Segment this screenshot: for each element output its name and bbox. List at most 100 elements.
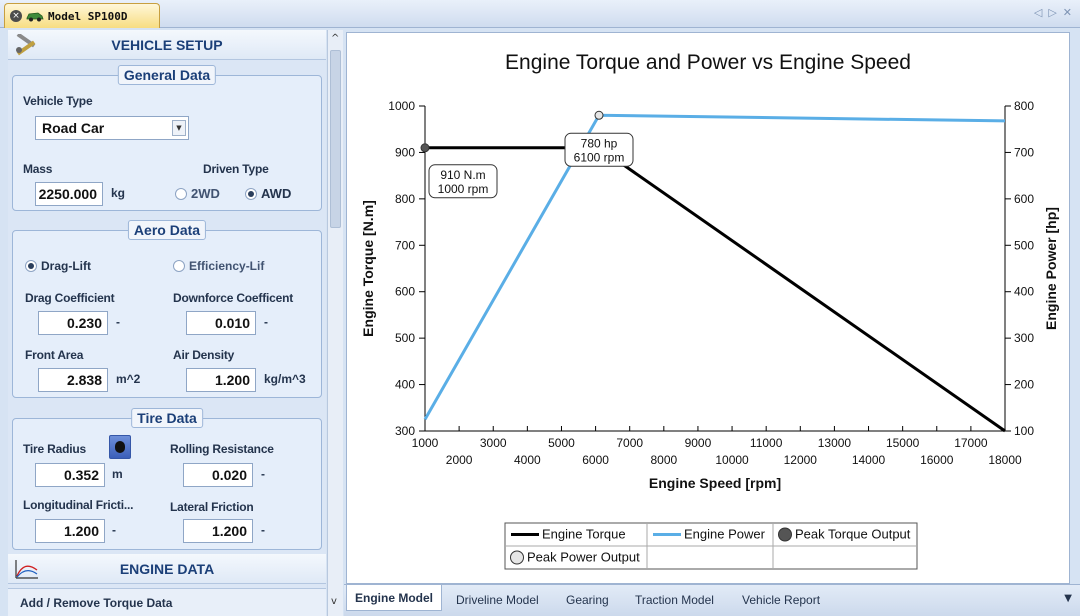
vehicle-setup-panel: VEHICLE SETUP General Data Vehicle Type … (8, 30, 326, 616)
aero-data-title: Aero Data (127, 220, 207, 240)
car-icon (26, 12, 44, 22)
y-tick-label: 900 (395, 145, 415, 159)
x-tick-label: 6000 (582, 453, 609, 467)
tire-radius-field[interactable]: 0.352 (35, 463, 105, 487)
x-tick-label: 10000 (715, 453, 749, 467)
bottom-tab-strip: Engine Model Driveline Model Gearing Tra… (344, 584, 1080, 616)
left-panel-scrollbar[interactable]: ^ v (327, 30, 343, 616)
next-tab-icon[interactable]: ▷ (1048, 6, 1057, 19)
tire-data-group: Tire Data Tire Radius Rolling Resistance… (12, 408, 322, 550)
air-density-label: Air Density (173, 348, 235, 362)
x-tick-label: 4000 (514, 453, 541, 467)
y-tick-label: 1000 (388, 99, 415, 113)
x-tick-label: 1000 (412, 436, 439, 450)
vehicle-type-value: Road Car (42, 120, 105, 136)
x-tick-label: 18000 (988, 453, 1022, 467)
radio-2wd[interactable]: 2WD (175, 186, 220, 201)
aero-data-group: Aero Data Drag-Lift Efficiency-Lif Drag … (12, 220, 322, 398)
radio-2wd-dot[interactable] (175, 187, 187, 200)
document-tab[interactable]: × Model SP100D (4, 3, 160, 28)
close-tab-icon[interactable]: × (10, 10, 22, 22)
scroll-thumb[interactable] (330, 50, 341, 228)
tab-driveline-model[interactable]: Driveline Model (456, 593, 539, 607)
y-tick-label: 600 (395, 285, 415, 299)
scroll-down-icon[interactable]: v (331, 596, 337, 607)
vehicle-setup-title: VEHICLE SETUP (111, 37, 223, 53)
engine-data-header[interactable]: ENGINE DATA (8, 554, 326, 584)
legend-swatch (778, 527, 792, 542)
tab-gearing[interactable]: Gearing (566, 593, 609, 607)
x-tick-label: 14000 (852, 453, 886, 467)
tire-icon-button[interactable] (109, 435, 131, 459)
radio-2wd-label: 2WD (191, 186, 220, 201)
y2-tick-label: 300 (1014, 331, 1034, 345)
drag-coefficient-unit: - (116, 315, 120, 329)
series-engine-torque (425, 146, 1006, 433)
drag-coefficient-field[interactable]: 0.230 (38, 311, 108, 335)
radio-awd-dot[interactable] (245, 187, 257, 200)
tab-vehicle-report[interactable]: Vehicle Report (742, 593, 821, 607)
x-tick-label: 9000 (685, 436, 712, 450)
radio-efficiency-dot[interactable] (173, 260, 185, 272)
vehicle-setup-header[interactable]: VEHICLE SETUP (8, 30, 326, 60)
mass-label: Mass (23, 162, 53, 176)
lateral-friction-field[interactable]: 1.200 (183, 519, 253, 543)
vehicle-type-label: Vehicle Type (23, 94, 93, 108)
engine-data-title: ENGINE DATA (119, 561, 215, 577)
longitudinal-friction-field[interactable]: 1.200 (35, 519, 105, 543)
front-area-label: Front Area (25, 348, 84, 362)
x-tick-label: 15000 (886, 436, 920, 450)
x-tick-label: 12000 (784, 453, 818, 467)
y2-axis-label: Engine Power [hp] (1043, 207, 1059, 330)
marker-callout-text: 1000 rpm (438, 182, 489, 196)
downforce-coefficient-field[interactable]: 0.010 (186, 311, 256, 335)
series-engine-power (423, 113, 1006, 421)
front-area-field[interactable]: 2.838 (38, 368, 108, 392)
drag-coefficient-label: Drag Coefficient (25, 291, 115, 305)
mass-field[interactable]: 2250.000 (35, 182, 103, 206)
radio-drag-lift-dot[interactable] (25, 260, 37, 272)
lateral-friction-label: Lateral Friction (170, 500, 254, 514)
tab-engine-model[interactable]: Engine Model (346, 585, 442, 611)
scroll-up-icon[interactable]: ^ (331, 33, 340, 44)
tab-menu-icon[interactable]: ▼ (1064, 593, 1072, 604)
legend-label: Peak Power Output (527, 550, 640, 565)
radio-drag-lift[interactable]: Drag-Lift (25, 259, 91, 273)
chevron-down-icon[interactable]: ▼ (172, 120, 186, 136)
air-density-field[interactable]: 1.200 (186, 368, 256, 392)
prev-tab-icon[interactable]: ◁ (1033, 6, 1043, 19)
marker-peak-torque-output (420, 143, 430, 153)
tire-data-title: Tire Data (131, 408, 203, 428)
y-tick-label: 800 (395, 192, 415, 206)
marker-callout-box (428, 164, 498, 199)
document-tab-bar: × Model SP100D ◁ ▷ ✕ (0, 0, 1080, 28)
radio-awd[interactable]: AWD (245, 186, 291, 201)
downforce-coefficient-label: Downforce Coefficent (173, 291, 294, 305)
legend-label: Engine Torque (542, 527, 626, 542)
y-tick-label: 400 (395, 378, 415, 392)
tab-traction-model[interactable]: Traction Model (635, 593, 714, 607)
y2-tick-label: 200 (1014, 378, 1034, 392)
vehicle-type-select[interactable]: Road Car ▼ (35, 116, 189, 140)
x-tick-label: 5000 (548, 436, 575, 450)
general-data-title: General Data (117, 65, 217, 85)
x-tick-label: 2000 (446, 453, 473, 467)
radio-drag-lift-label: Drag-Lift (41, 259, 91, 273)
tire-radius-label: Tire Radius (23, 442, 86, 456)
marker-callout-text: 6100 rpm (574, 150, 625, 164)
close-window-icon[interactable]: ✕ (1062, 6, 1072, 19)
legend-swatch (510, 550, 524, 565)
y-tick-label: 700 (395, 238, 415, 252)
lateral-friction-unit: - (261, 523, 265, 537)
y2-tick-label: 600 (1014, 192, 1034, 206)
window-controls: ◁ ▷ ✕ (1034, 6, 1072, 19)
add-remove-torque-link[interactable]: Add / Remove Torque Data (20, 596, 173, 610)
longitudinal-friction-label: Longitudinal Fricti... (23, 498, 134, 512)
x-axis-label: Engine Speed [rpm] (649, 475, 781, 491)
y-tick-label: 500 (395, 331, 415, 345)
add-remove-torque-row[interactable]: Add / Remove Torque Data (8, 588, 326, 616)
chart-panel: Engine Torque and Power vs Engine Speed 3… (346, 32, 1070, 584)
radio-efficiency-lift[interactable]: Efficiency-Lif (173, 259, 264, 273)
x-tick-label: 16000 (920, 453, 954, 467)
rolling-resistance-field[interactable]: 0.020 (183, 463, 253, 487)
